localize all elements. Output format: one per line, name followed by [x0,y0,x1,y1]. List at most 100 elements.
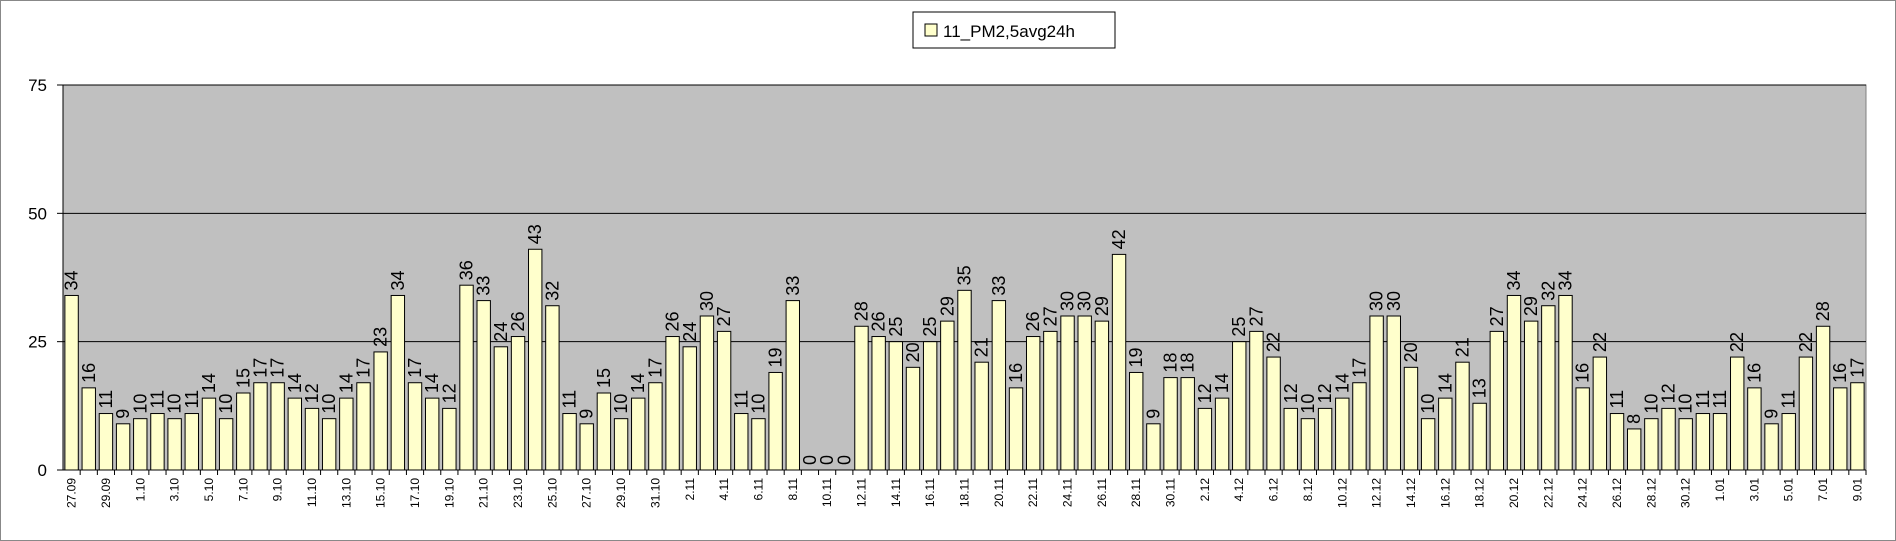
x-tick-label: 18.11 [958,478,972,507]
bar [1300,418,1316,471]
value-label: 17 [1847,358,1867,378]
x-tick-label: 24.12 [1576,478,1590,508]
bar [270,382,285,471]
bar [871,336,886,471]
bar [339,397,354,471]
value-label: 30 [1058,291,1078,311]
value-label: 20 [1401,342,1421,362]
value-label: 27 [1040,306,1060,326]
value-label: 11 [1607,390,1627,409]
x-tick-label: 10.11 [820,478,834,507]
x-tick-label: 7.10 [236,478,250,502]
value-label: 28 [851,301,871,321]
value-label: 29 [1092,296,1112,316]
value-label: 14 [336,373,356,393]
bar [1317,407,1333,471]
x-tick-label: 28.11 [1129,478,1143,507]
bar [1025,336,1041,471]
value-label: 19 [766,347,786,367]
x-tick-label: 19.10 [442,478,456,508]
bar [1541,305,1556,471]
value-label: 0 [817,455,837,465]
value-label: 10 [611,394,631,414]
value-label: 17 [250,358,270,378]
bar [407,382,423,471]
x-tick-label: 3.01 [1747,478,1761,502]
value-label: 34 [388,270,408,290]
bar [545,305,560,471]
bar [236,392,251,471]
bar [1146,423,1161,471]
bar [184,413,199,471]
x-tick-label: 14.11 [889,478,903,507]
x-tick-label: 8.11 [786,478,800,501]
x-tick-label: 5.01 [1782,478,1796,502]
bar [1626,428,1642,471]
value-label: 33 [783,276,803,296]
x-tick-label: 17.10 [408,478,422,508]
value-label: 32 [542,281,562,301]
bar [1094,320,1110,471]
bar [1798,356,1814,471]
value-label: 14 [285,373,305,393]
bar [133,418,148,471]
bar [734,413,749,471]
bar [1558,294,1573,471]
value-label: 11 [1779,390,1799,409]
value-label: 9 [577,409,597,419]
x-tick-label: 1.10 [133,478,147,502]
value-label: 26 [508,312,528,332]
x-tick-label: 2.11 [683,478,697,501]
bar [991,300,1007,471]
bar [1129,371,1144,471]
x-tick-label: 27.09 [65,478,79,508]
value-label: 10 [748,394,768,414]
bar [1747,387,1762,471]
value-label: 21 [972,337,992,357]
bar [424,397,440,471]
x-tick-label: 5.10 [202,478,216,502]
x-tick-label: 11.10 [305,478,319,507]
bar [648,382,663,471]
bar [1111,253,1127,471]
y-tick-label: 0 [38,461,47,480]
bar [476,300,491,471]
value-label: 10 [1418,394,1438,414]
value-label: 32 [1538,281,1558,301]
bar [1420,418,1436,471]
bar [1386,315,1401,471]
bar [321,418,337,471]
value-label: 9 [113,409,133,419]
value-label: 24 [680,322,700,342]
value-label: 8 [1624,414,1644,424]
x-tick-label: 26.11 [1095,478,1109,507]
value-label: 27 [1246,306,1266,326]
bar [974,361,989,471]
value-label: 36 [457,260,477,280]
value-label: 10 [130,394,150,414]
y-tick-label: 25 [28,333,47,352]
bar [716,330,732,471]
legend-label: 11_PM2,5avg24h [943,22,1075,41]
bar [1214,397,1230,471]
bar [1712,413,1728,471]
x-tick-label: 30.11 [1164,478,1178,507]
value-label: 35 [955,265,975,285]
value-label: 17 [405,358,425,378]
bar [1472,402,1487,471]
bar [1695,413,1711,471]
value-label: 33 [989,276,1009,296]
value-label: 12 [302,383,322,403]
bar [1335,397,1350,471]
value-label: 22 [1590,332,1610,352]
bar [682,346,697,471]
x-tick-label: 31.10 [648,478,662,508]
bar [390,294,406,471]
bar [579,423,594,471]
bar [596,392,612,471]
bar [304,407,320,471]
bar [253,382,268,471]
bar [1403,366,1419,471]
bar [167,418,182,471]
